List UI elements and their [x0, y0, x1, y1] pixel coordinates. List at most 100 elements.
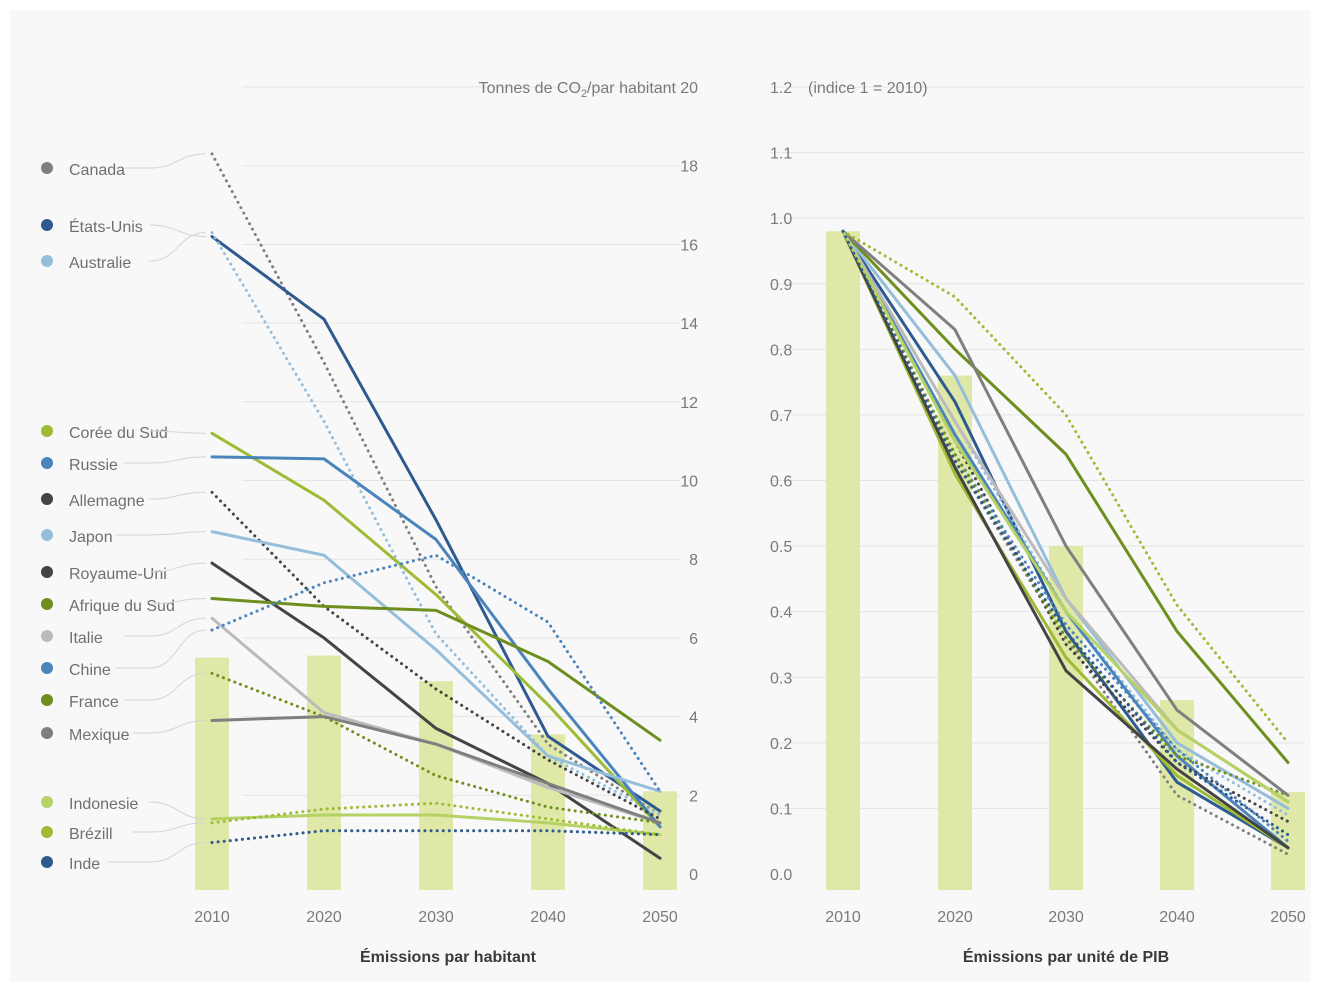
legend: Canada États-Unis Australie Corée du Sud Rus…: [41, 153, 207, 873]
bar-2030: [1049, 546, 1083, 890]
legend-marker: [41, 826, 53, 838]
bar-2040: [531, 734, 565, 890]
y-tick-label: 16: [680, 237, 698, 254]
legend-item: Russie: [41, 456, 207, 474]
x-tick-label: 2040: [1159, 909, 1195, 926]
legend-leader-line: [132, 822, 207, 833]
legend-marker: [41, 425, 53, 437]
legend-marker: [41, 162, 53, 174]
series-line-inde: [841, 229, 1290, 837]
legend-marker: [41, 856, 53, 868]
legend-leader-line: [148, 232, 207, 262]
legend-item: Afrique du Sud: [41, 598, 207, 615]
series-line-france: [841, 229, 1290, 797]
series-line-inde: [210, 829, 662, 845]
y-tick-label: 4: [689, 710, 698, 727]
legend-marker: [41, 457, 53, 469]
series-line--tats-unis: [210, 235, 662, 813]
y-unit-label: (indice 1 = 2010): [808, 80, 928, 97]
legend-leader-line: [116, 629, 207, 669]
y-tick-label: 20: [680, 80, 698, 97]
y-tick-label: 2: [689, 788, 698, 805]
legend-item: États-Unis: [41, 217, 207, 238]
legend-label: Allemagne: [69, 493, 145, 510]
series-line-japon: [210, 530, 662, 793]
series-line-chine: [841, 229, 1290, 843]
y-tick-label: 10: [680, 474, 698, 491]
y-tick-label: 0.0: [770, 867, 792, 884]
legend-item: Corée du Sud: [41, 425, 207, 442]
legend-item: Canada: [41, 153, 207, 179]
legend-item: Australie: [41, 232, 207, 272]
chart-title: Émissions par unité de PIB: [963, 947, 1169, 966]
series-line-royaume-uni: [210, 561, 662, 860]
legend-leader-line: [124, 617, 207, 637]
legend-label: Brézill: [69, 826, 113, 843]
bar-2010: [826, 231, 860, 891]
x-tick-label: 2050: [1270, 909, 1306, 926]
y-tick-label: 1.2: [770, 80, 792, 97]
series-line-royaume-uni: [841, 229, 1290, 850]
legend-leader-line: [149, 598, 207, 605]
series-line-cor-e-du-sud: [210, 431, 662, 829]
y-unit-label: Tonnes de CO2/par habitant: [479, 80, 677, 100]
legend-leader-line: [149, 562, 207, 573]
legend-item: Mexique: [41, 720, 207, 744]
x-tick-label: 2010: [194, 909, 230, 926]
x-tick-label: 2030: [418, 909, 454, 926]
series-line-chine: [210, 553, 662, 793]
series-line-br-zill: [210, 801, 662, 837]
y-tick-label: 8: [689, 552, 698, 569]
legend-marker: [41, 598, 53, 610]
legend-leader-line: [124, 153, 207, 169]
series-line-mexique: [210, 715, 662, 825]
y-tick-label: 0.5: [770, 539, 792, 556]
y-tick-label: 0.1: [770, 801, 792, 818]
legend-label: Mexique: [69, 727, 130, 744]
legend-item: France: [41, 672, 207, 711]
legend-leader-line: [148, 491, 207, 500]
y-tick-label: 0.8: [770, 342, 792, 359]
y-tick-label: 14: [680, 316, 698, 333]
y-tick-label: 6: [689, 631, 698, 648]
legend-leader-line: [149, 430, 207, 434]
legend-leader-line: [149, 224, 207, 238]
legend-label: Inde: [69, 856, 100, 873]
legend-label: Canada: [69, 162, 125, 179]
legend-marker: [41, 662, 53, 674]
y-tick-label: 18: [680, 159, 698, 176]
y-tick-label: 0.6: [770, 474, 792, 491]
legend-label: Italie: [69, 630, 103, 647]
y-tick-label: 0.2: [770, 736, 792, 753]
series-line-afrique-du-sud: [841, 229, 1290, 765]
bar-2030: [419, 681, 453, 890]
legend-label: Royaume-Uni: [69, 566, 167, 583]
series-line-australie: [210, 231, 662, 817]
legend-marker: [41, 630, 53, 642]
y-tick-label: 1.0: [770, 211, 792, 228]
series-line-br-zill: [841, 229, 1290, 745]
legend-marker: [41, 727, 53, 739]
legend-marker: [41, 796, 53, 808]
legend-label: Chine: [69, 662, 111, 679]
legend-label: Corée du Sud: [69, 425, 168, 442]
x-tick-label: 2050: [642, 909, 678, 926]
x-tick-label: 2010: [825, 909, 861, 926]
bar-2020: [307, 655, 341, 890]
series-line-france: [210, 671, 662, 825]
legend-item: Allemagne: [41, 491, 207, 510]
legend-leader-line: [148, 801, 207, 820]
y-tick-label: 1.1: [770, 146, 792, 163]
chart-title: Émissions par habitant: [360, 947, 537, 966]
y-tick-label: 0.7: [770, 408, 792, 425]
series-line-mexique: [841, 229, 1290, 797]
legend-leader-line: [124, 672, 207, 701]
legend-marker: [41, 566, 53, 578]
legend-marker: [41, 219, 53, 231]
x-tick-label: 2020: [306, 909, 342, 926]
y-tick-label: 0.3: [770, 670, 792, 687]
legend-marker: [41, 493, 53, 505]
legend-item: Japon: [41, 529, 207, 546]
